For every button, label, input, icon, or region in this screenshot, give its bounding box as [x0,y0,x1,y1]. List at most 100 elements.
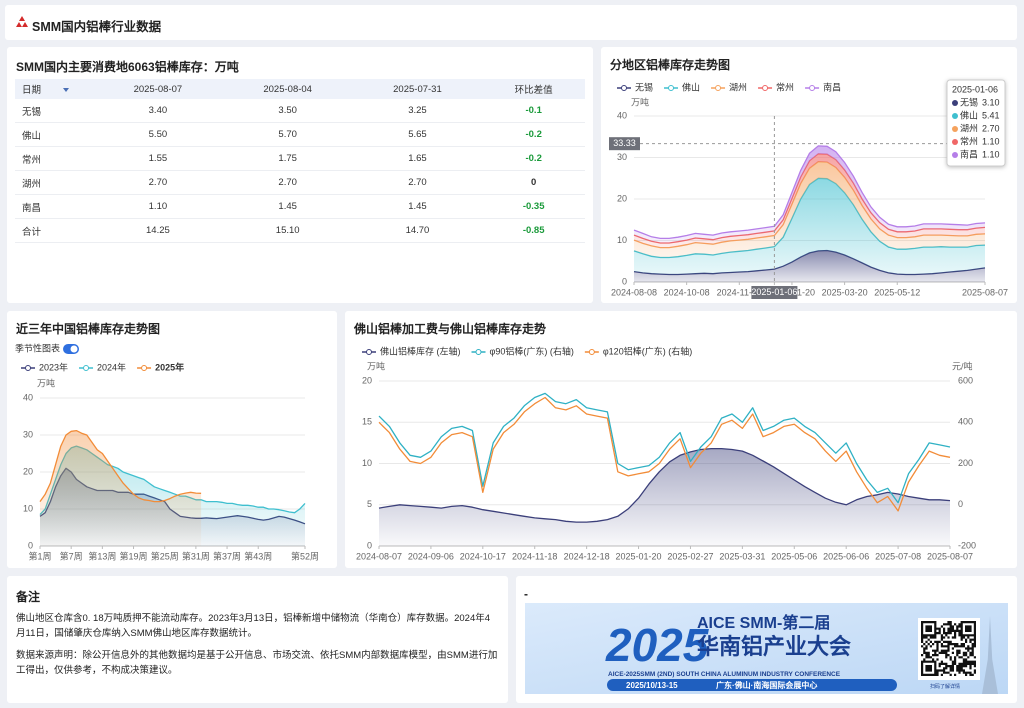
y-tick-label: 20 [362,375,372,385]
pointer-label: 2025-01-06 [751,287,797,297]
table-row: 合计 14.25 15.10 14.70 -0.85 [15,218,585,243]
banner-year: 2025 [605,619,710,671]
line [378,396,951,512]
table-cell: -0.2 [482,122,585,147]
banner: - 2025 AICE SMM-第二届 华南铝产业大会 AICE-2025SMM… [524,587,1008,694]
legend-label: 2025年 [155,361,184,372]
y-tick-label: 0 [622,276,627,286]
y-tick-label: 200 [958,458,973,468]
chart-title: 近三年中国铝棒库存走势图 [16,321,160,336]
x-tick-label: 2024-10-08 [664,287,710,297]
table-row: 南昌 1.10 1.45 1.45 -0.35 [15,194,585,219]
table-row: 常州 1.55 1.75 1.65 -0.2 [15,146,585,171]
table-cell: 5.70 [222,122,353,147]
tooltip-name: 无锡 [960,97,978,107]
table-panel: SMM国内主要消费地6063铝棒库存：万吨 日期 2025-08-07 2025-0… [7,47,593,303]
table-body: 无锡 3.40 3.50 3.25 -0.1 佛山 5.50 5.70 5.65 -0.2 常州 1.… [15,99,585,243]
table-cell: 2.70 [93,170,223,195]
y-tick-label: 20 [617,193,627,203]
y-tick-label: 40 [617,110,627,120]
qr-caption: 扫码了解详情 [930,683,960,690]
qr-code [921,621,976,676]
y-unit: 万吨 [631,96,649,107]
y-unit: 万吨 [37,377,55,388]
table-cell: 1.55 [93,146,223,171]
x-tick-label: 2025-05-06 [771,551,817,561]
line [378,447,951,523]
y-tick-label: 20 [23,466,33,476]
table-cell: 1.75 [222,146,353,171]
table-cell: 佛山 [15,122,93,147]
pointer-box [751,286,798,299]
header-title: SMM国内铝棒行业数据 [32,20,162,34]
table-cell: 5.65 [352,122,483,147]
table-cell: 1.45 [352,194,483,219]
chart-title: 分地区铝棒库存走势图 [610,57,730,72]
y-tick-label: 0 [958,499,963,509]
table-cell: 15.10 [222,218,353,243]
x-tick-label: 2024-10-17 [460,551,506,561]
legend-label: 佛山铝棒库存 (左轴) [380,345,461,356]
line [378,392,951,504]
x-tick-label: 2024-09-06 [408,551,454,561]
area-fill [379,448,950,546]
toggle-knob [70,345,78,353]
table-cell: -0.2 [482,146,585,171]
x-tick-label: 第19周 [120,550,148,561]
table-cell: 合计 [15,218,93,243]
x-tick-label: 2024-11-18 [512,551,557,561]
legend-label: φ120铝棒(广东) (右轴) [603,345,692,356]
table-cell: 14.70 [352,218,483,243]
banner-date: 2025/10/13-15 [626,681,678,690]
banner-english: AICE-2025SMM (2ND) SOUTH CHINA ALUMINUM … [608,671,841,678]
table-row: 佛山 5.50 5.70 5.65 -0.2 [15,122,585,147]
table-cell: -0.35 [482,194,585,219]
tooltip [946,79,1006,167]
pointer-box [609,137,640,151]
x-tick-label: 2025-07-08 [875,551,921,561]
x-tick-label: 2025-06-06 [823,551,869,561]
area-line [633,145,986,240]
foshan-chart-panel: 佛山铝棒加工费与佛山铝棒库存走势 佛山铝棒库存 (左轴) φ90铝棒(广东) (右轴… [345,311,1017,568]
legend-label: 湖州 [729,82,747,92]
x-tick-label: 2024-08-07 [356,551,402,561]
y2-unit: 元/吨 [952,360,973,371]
x-tick-label: 2025-08-07 [927,551,973,561]
table-cell: 0 [482,170,585,195]
tooltip-marker [952,139,958,145]
date-bar [607,679,897,691]
column-header: 日期 [15,79,93,99]
banner-conference: 华南铝产业大会 [697,634,851,659]
banner-title: - [524,587,528,601]
legend-label: 佛山 [682,81,700,92]
table-title: SMM国内主要消费地6063铝棒库存：万吨 [16,60,239,74]
x-tick-label: 第1周 [28,550,51,561]
legend-label: 南昌 [823,81,841,92]
legend-marker [621,85,627,91]
chart-title: 佛山铝棒加工费与佛山铝棒库存走势 [353,321,546,336]
legend-marker [809,85,816,91]
y-tick-label: 0 [367,540,372,550]
table-cell: 湖州 [15,170,93,195]
notes-panel: 备注 佛山地区仓库含0. 18万吨质押不能流动库存。2023年3月13日，铝棒新… [7,576,508,703]
table-cell: -0.1 [482,99,585,123]
sort-icon [63,88,70,93]
legend-marker [366,349,372,355]
y-tick-label: 10 [23,503,33,513]
table-cell: 2.70 [352,170,483,195]
x-tick-label: 第52周 [291,550,319,561]
x-tick-label: 2025-03-20 [822,287,868,297]
legend-label: 2023年 [39,361,68,372]
table-cell: 2.70 [222,170,353,195]
table-row: 湖州 2.70 2.70 2.70 0 [15,170,585,195]
region-chart-panel: 分地区铝棒库存走势图 无锡 佛山 湖州 常州 南昌 万吨 0 10 20 30 40 2024-08-0… [601,47,1017,303]
tooltip-name: 佛山 [960,109,978,120]
table-cell: 常州 [15,146,93,171]
legend-label: 常州 [776,81,794,92]
tooltip-value: 3.10 [982,97,1000,107]
legend-marker [715,85,722,91]
header-bar: SMM国内铝棒行业数据 [5,5,1017,40]
